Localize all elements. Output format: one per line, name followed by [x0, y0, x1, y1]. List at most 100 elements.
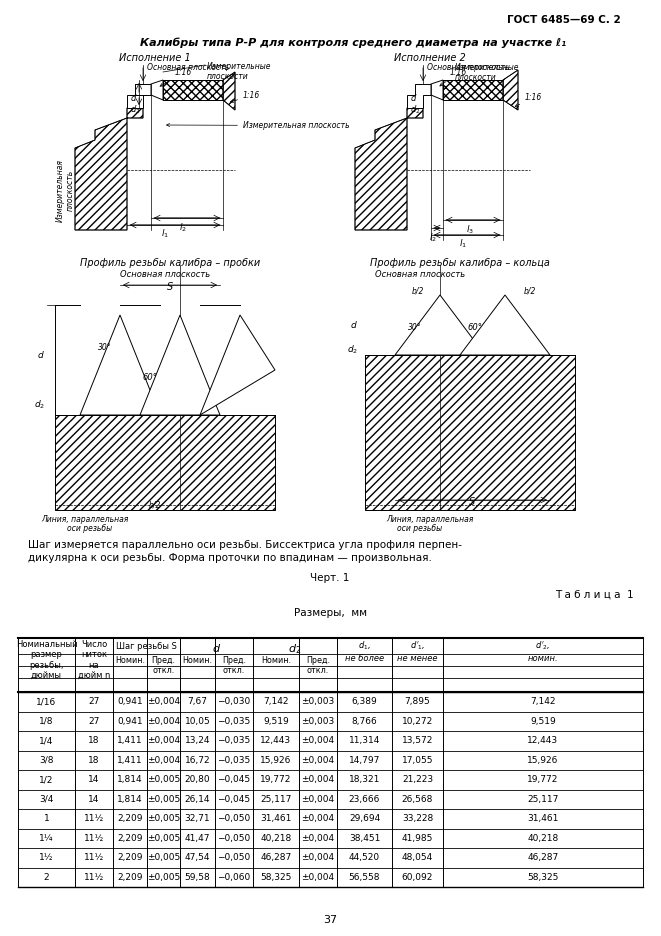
- Text: 40,218: 40,218: [527, 834, 559, 842]
- Text: 29,694: 29,694: [349, 814, 380, 824]
- Polygon shape: [80, 315, 160, 415]
- Text: ±0,004: ±0,004: [301, 872, 334, 882]
- Text: 7,142: 7,142: [263, 697, 289, 707]
- Text: 10,272: 10,272: [402, 717, 433, 725]
- Text: 26,14: 26,14: [185, 795, 210, 804]
- Text: $d$: $d$: [212, 642, 221, 654]
- Text: 60°: 60°: [143, 373, 157, 382]
- Polygon shape: [223, 72, 235, 110]
- Text: 21,223: 21,223: [402, 775, 433, 784]
- Text: −0,045: −0,045: [217, 795, 251, 804]
- Text: $d_1$,
не более: $d_1$, не более: [345, 640, 384, 663]
- Text: 38,451: 38,451: [349, 834, 380, 842]
- Text: 1¼: 1¼: [39, 834, 54, 842]
- Text: 26,568: 26,568: [402, 795, 433, 804]
- Text: Пред.
откл.: Пред. откл.: [222, 656, 246, 676]
- Text: ±0,003: ±0,003: [301, 717, 334, 725]
- Text: $l_1$: $l_1$: [161, 228, 169, 241]
- Text: 27: 27: [89, 717, 100, 725]
- Text: 16,72: 16,72: [184, 755, 210, 765]
- Text: $d_2$: $d_2$: [348, 344, 358, 357]
- Text: $d'_2$,
номин.: $d'_2$, номин.: [527, 640, 559, 663]
- Polygon shape: [200, 315, 275, 415]
- Polygon shape: [127, 84, 151, 108]
- Text: 23,666: 23,666: [349, 795, 380, 804]
- Text: ±0,005: ±0,005: [147, 834, 180, 842]
- Text: $l_1$: $l_1$: [459, 238, 467, 251]
- Text: 9,519: 9,519: [530, 717, 556, 725]
- Text: 30°: 30°: [408, 323, 422, 332]
- Text: 1:16: 1:16: [440, 68, 467, 86]
- Text: 11,314: 11,314: [349, 737, 380, 745]
- Text: 58,325: 58,325: [527, 872, 559, 882]
- Text: 7,67: 7,67: [188, 697, 208, 707]
- Text: Калибры типа Р-Р для контроля среднего диаметра на участке ℓ₁: Калибры типа Р-Р для контроля среднего д…: [140, 38, 566, 49]
- Text: 40,218: 40,218: [260, 834, 292, 842]
- Text: 1:16: 1:16: [160, 68, 192, 86]
- Text: 13,572: 13,572: [402, 737, 433, 745]
- Text: $d'_1$,
не менее: $d'_1$, не менее: [397, 640, 438, 663]
- Text: 25,117: 25,117: [527, 795, 559, 804]
- Text: 18,321: 18,321: [349, 775, 380, 784]
- Text: ±0,004: ±0,004: [147, 755, 180, 765]
- Text: 2,209: 2,209: [117, 872, 143, 882]
- Text: 27: 27: [89, 697, 100, 707]
- Text: 17,055: 17,055: [402, 755, 433, 765]
- Text: −0,050: −0,050: [217, 834, 251, 842]
- Text: 31,461: 31,461: [260, 814, 292, 824]
- Polygon shape: [151, 80, 163, 100]
- Text: 1/16: 1/16: [36, 697, 57, 707]
- Polygon shape: [407, 84, 431, 108]
- Text: 41,985: 41,985: [402, 834, 433, 842]
- Text: 32,71: 32,71: [184, 814, 210, 824]
- Text: 48,054: 48,054: [402, 854, 433, 862]
- Text: 44,520: 44,520: [349, 854, 380, 862]
- Text: $l_2$: $l_2$: [179, 221, 187, 233]
- Text: 2,209: 2,209: [117, 854, 143, 862]
- Polygon shape: [431, 80, 443, 100]
- Text: 41,47: 41,47: [185, 834, 210, 842]
- Text: ±0,005: ±0,005: [147, 872, 180, 882]
- Text: ±0,005: ±0,005: [147, 814, 180, 824]
- Text: Число
ниток
на
дюйм n: Число ниток на дюйм n: [78, 640, 110, 680]
- Text: b/2: b/2: [412, 287, 424, 296]
- Text: Основная плоскость: Основная плоскость: [375, 270, 465, 279]
- Text: Измерительная плоскость: Измерительная плоскость: [167, 121, 350, 130]
- Text: 1½: 1½: [39, 854, 54, 862]
- Polygon shape: [443, 80, 503, 100]
- Text: d: d: [37, 350, 43, 359]
- Text: оси резьбы: оси резьбы: [397, 524, 443, 533]
- Text: −0,045: −0,045: [217, 775, 251, 784]
- Text: ±0,004: ±0,004: [147, 697, 180, 707]
- Polygon shape: [395, 295, 485, 355]
- Text: $d_2$: $d_2$: [288, 642, 301, 656]
- Text: Основная плоскость: Основная плоскость: [120, 270, 210, 279]
- Text: Номин.: Номин.: [115, 656, 145, 665]
- Text: 0,941: 0,941: [117, 697, 143, 707]
- Text: d: d: [350, 320, 356, 329]
- Text: ±0,003: ±0,003: [301, 697, 334, 707]
- Text: 25,117: 25,117: [260, 795, 292, 804]
- Text: ±0,005: ±0,005: [147, 795, 180, 804]
- Text: $S$: $S$: [468, 495, 476, 507]
- Text: 46,287: 46,287: [527, 854, 559, 862]
- Text: 31,461: 31,461: [527, 814, 559, 824]
- Text: 12,443: 12,443: [260, 737, 292, 745]
- Text: 7,142: 7,142: [530, 697, 556, 707]
- Text: −0,035: −0,035: [217, 717, 251, 725]
- Text: −0,060: −0,060: [217, 872, 251, 882]
- Text: 2,209: 2,209: [117, 834, 143, 842]
- Polygon shape: [75, 108, 143, 230]
- Text: 14: 14: [89, 795, 100, 804]
- Text: $d_2$: $d_2$: [130, 103, 141, 115]
- Text: 18: 18: [89, 737, 100, 745]
- Text: 1,411: 1,411: [117, 755, 143, 765]
- Text: ±0,005: ±0,005: [147, 775, 180, 784]
- Text: 1:16: 1:16: [515, 93, 542, 107]
- Text: 7,895: 7,895: [405, 697, 430, 707]
- Text: $l_3$: $l_3$: [466, 223, 474, 236]
- Text: 1: 1: [44, 814, 50, 824]
- Text: 1,814: 1,814: [117, 795, 143, 804]
- Text: 1/4: 1/4: [39, 737, 54, 745]
- Text: 1/8: 1/8: [39, 717, 54, 725]
